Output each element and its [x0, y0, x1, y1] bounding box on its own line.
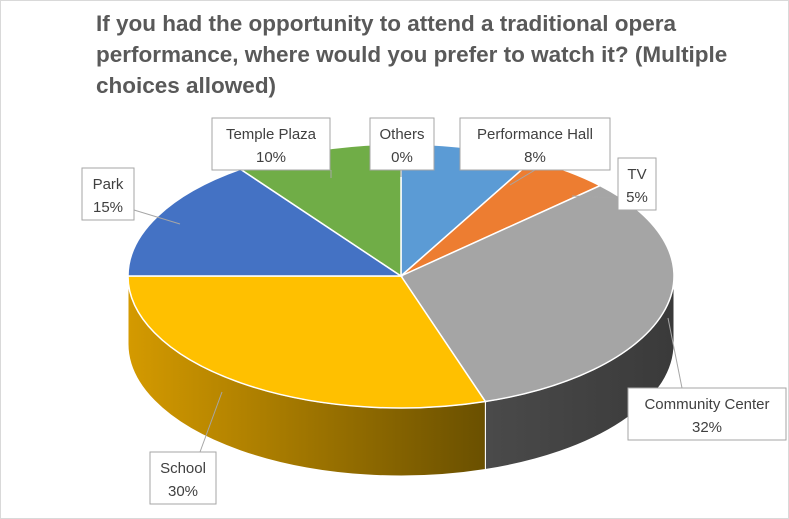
data-label-box — [211, 117, 331, 171]
data-label-box — [459, 117, 611, 171]
data-label-school: School 30% — [149, 451, 217, 505]
data-label-category: Temple Plaza — [226, 126, 317, 143]
data-label-box — [369, 117, 435, 171]
data-label-box — [617, 157, 657, 211]
leader-line-park — [133, 209, 181, 225]
data-label-value: 32% — [692, 419, 722, 436]
pie-slice-park — [127, 168, 404, 277]
pie-slice-school — [127, 275, 487, 409]
data-label-community-center: Community Center 32% — [627, 387, 787, 441]
data-label-value: 0% — [391, 149, 413, 166]
data-label-category: Community Center — [644, 396, 769, 413]
leader-line-school — [199, 391, 223, 453]
pie-slice-community-center — [399, 184, 675, 403]
data-label-box — [149, 451, 217, 505]
chart-title: If you had the opportunity to attend a t… — [96, 11, 728, 98]
data-label-value: 30% — [168, 483, 198, 500]
data-label-category: Park — [93, 176, 124, 193]
leader-line-community-center — [667, 317, 683, 389]
data-label-temple-plaza: Temple Plaza 10% — [211, 117, 331, 171]
data-label-box — [627, 387, 787, 441]
data-label-tv: TV 5% — [617, 157, 657, 211]
data-label-park: Park 15% — [81, 167, 135, 221]
data-label-others: Others 0% — [369, 117, 435, 171]
data-label-value: 10% — [256, 149, 286, 166]
data-label-value: 5% — [626, 189, 648, 206]
data-label-value: 15% — [93, 199, 123, 216]
data-label-category: TV — [627, 166, 646, 183]
data-label-category: School — [160, 460, 206, 477]
data-label-category: Performance Hall — [477, 126, 593, 143]
data-label-value: 8% — [524, 149, 546, 166]
data-label-box — [81, 167, 135, 221]
data-label-category: Others — [379, 126, 424, 143]
leader-line-tv — [571, 195, 619, 199]
leader-line-performance-hall — [509, 169, 536, 186]
data-label-performance-hall: Performance Hall 8% — [459, 117, 611, 171]
